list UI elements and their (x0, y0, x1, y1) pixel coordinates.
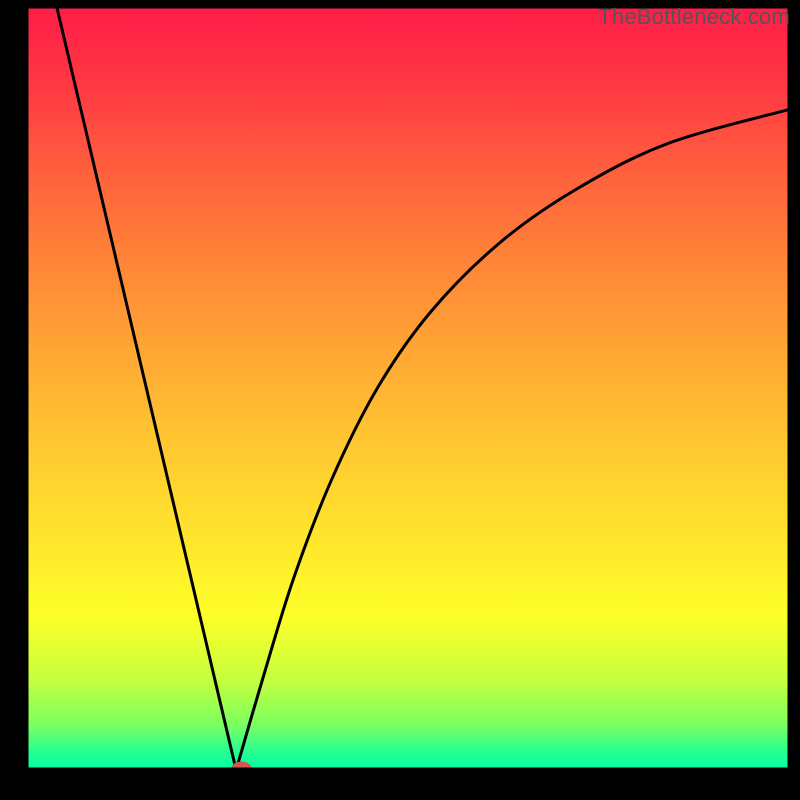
bottleneck-chart: TheBottleneck.com (0, 0, 800, 800)
chart-svg (0, 0, 800, 800)
watermark-text: TheBottleneck.com (598, 4, 790, 30)
plot-background (26, 6, 790, 770)
